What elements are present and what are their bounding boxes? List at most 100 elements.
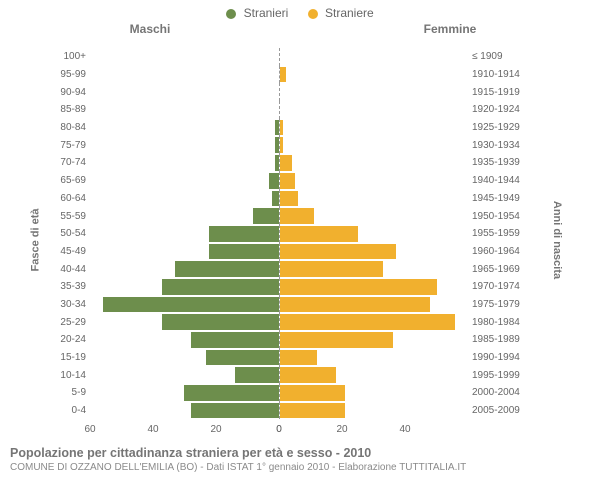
bar-male <box>175 261 279 277</box>
birth-label: 1930-1934 <box>468 140 528 151</box>
x-tick: 20 <box>210 424 221 435</box>
bar-wrap-female <box>280 101 469 119</box>
bar-wrap-male <box>90 366 280 384</box>
bar-wrap-female <box>280 278 469 296</box>
age-label: 75-79 <box>52 140 90 151</box>
bar-male <box>269 173 278 189</box>
bar-wrap-male <box>90 48 280 66</box>
birth-label: ≤ 1909 <box>468 51 528 62</box>
pyramid-row: 85-891920-1924 <box>52 101 528 119</box>
bar-wrap-female <box>280 366 469 384</box>
bar-wrap-male <box>90 260 280 278</box>
pyramid-row: 70-74 1935-1939 <box>52 154 528 172</box>
bar-wrap-female <box>280 48 469 66</box>
bar-female <box>280 403 346 419</box>
pyramid-row: 55-591950-1954 <box>52 207 528 225</box>
age-label: 15-19 <box>52 352 90 363</box>
pyramid-row: 95-99 1910-1914 <box>52 66 528 84</box>
pyramid-row: 45-491960-1964 <box>52 243 528 261</box>
bar-male <box>191 332 279 348</box>
bar-wrap-female <box>280 331 469 349</box>
bar-female <box>280 367 337 383</box>
bar-male <box>162 279 278 295</box>
age-label: 100+ <box>52 51 90 62</box>
bar-male <box>162 314 278 330</box>
pyramid-row: 65-691940-1944 <box>52 172 528 190</box>
birth-label: 1950-1954 <box>468 211 528 222</box>
bar-male <box>103 297 279 313</box>
pyramid-row: 75-79 1930-1934 <box>52 136 528 154</box>
chart-area: Fasce di età Anni di nascita 100+≤ 19099… <box>0 40 600 440</box>
bar-male <box>209 244 278 260</box>
bar-wrap-female <box>280 172 469 190</box>
x-axis: 60 40 20 0 0 20 40 <box>52 422 528 440</box>
pyramid-row: 60-641945-1949 <box>52 190 528 208</box>
pyramid-row: 25-29 1980-1984 <box>52 313 528 331</box>
bar-wrap-female <box>280 296 469 314</box>
bar-wrap-male <box>90 349 280 367</box>
pyramid-row: 80-84 1925-1929 <box>52 119 528 137</box>
age-label: 20-24 <box>52 334 90 345</box>
bar-wrap-female <box>280 313 469 331</box>
age-label: 70-74 <box>52 157 90 168</box>
bar-wrap-male <box>90 119 280 137</box>
age-label: 25-29 <box>52 317 90 328</box>
x-tick: 60 <box>84 424 95 435</box>
x-tick: 40 <box>147 424 158 435</box>
bar-male <box>275 137 278 153</box>
column-titles: Maschi Femmine <box>0 22 600 40</box>
x-axis-right: 0 20 40 <box>279 422 468 440</box>
age-label: 65-69 <box>52 175 90 186</box>
age-label: 50-54 <box>52 228 90 239</box>
birth-label: 1915-1919 <box>468 87 528 98</box>
bar-female <box>280 137 283 153</box>
bar-female <box>280 350 318 366</box>
x-tick: 40 <box>399 424 410 435</box>
bar-female <box>280 297 431 313</box>
chart-footer: Popolazione per cittadinanza straniera p… <box>0 440 600 473</box>
legend-item-male: Stranieri <box>226 6 288 20</box>
bar-wrap-male <box>90 66 280 84</box>
bar-wrap-male <box>90 313 280 331</box>
pyramid-row: 15-19 1990-1994 <box>52 349 528 367</box>
pyramid-row: 30-341975-1979 <box>52 296 528 314</box>
birth-label: 1990-1994 <box>468 352 528 363</box>
bar-female <box>280 208 315 224</box>
birth-label: 1910-1914 <box>468 69 528 80</box>
pyramid-row: 40-441965-1969 <box>52 260 528 278</box>
age-label: 0-4 <box>52 405 90 416</box>
legend-label-female: Straniere <box>325 6 374 20</box>
bar-female <box>280 279 437 295</box>
bar-wrap-male <box>90 172 280 190</box>
pyramid-row: 50-54 1955-1959 <box>52 225 528 243</box>
birth-label: 1925-1929 <box>468 122 528 133</box>
age-label: 95-99 <box>52 69 90 80</box>
age-label: 60-64 <box>52 193 90 204</box>
age-label: 5-9 <box>52 387 90 398</box>
legend-swatch-male <box>226 9 236 19</box>
age-label: 80-84 <box>52 122 90 133</box>
birth-label: 1980-1984 <box>468 317 528 328</box>
y-axis-label-right: Anni di nascita <box>551 201 563 279</box>
bar-male <box>206 350 278 366</box>
bar-female <box>280 244 396 260</box>
bar-wrap-female <box>280 243 469 261</box>
birth-label: 1985-1989 <box>468 334 528 345</box>
bar-male <box>272 191 278 207</box>
bar-wrap-male <box>90 384 280 402</box>
legend-item-female: Straniere <box>308 6 374 20</box>
bar-wrap-female <box>280 260 469 278</box>
birth-label: 1935-1939 <box>468 157 528 168</box>
x-tick: 20 <box>336 424 347 435</box>
age-label: 40-44 <box>52 264 90 275</box>
bar-female <box>280 155 293 171</box>
chart-container: Stranieri Straniere Maschi Femmine Fasce… <box>0 0 600 500</box>
bar-wrap-male <box>90 101 280 119</box>
bar-female <box>280 226 359 242</box>
age-label: 30-34 <box>52 299 90 310</box>
birth-label: 1955-1959 <box>468 228 528 239</box>
title-maschi: Maschi <box>0 22 300 36</box>
x-tick: 0 <box>276 424 282 435</box>
bar-wrap-female <box>280 119 469 137</box>
bar-wrap-female <box>280 349 469 367</box>
